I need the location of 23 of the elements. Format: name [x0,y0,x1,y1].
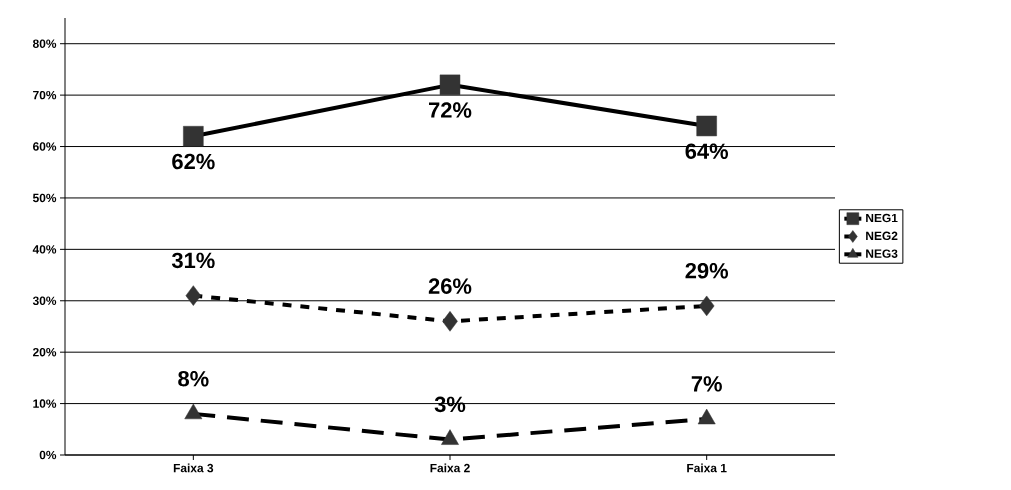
data-label: 29% [685,262,729,279]
y-tick-label: 50% [32,193,57,203]
data-label: 31% [171,252,215,269]
data-label: 72% [429,102,472,118]
y-tick-label: 40% [32,245,57,254]
y-tick-label: 60% [33,142,57,151]
y-tick-label: 30% [32,296,57,306]
data-label: 62% [172,153,215,170]
y-tick-label: 10% [33,399,57,408]
x-tick-label: Faixa 1 [687,463,727,473]
x-tick-label: Faixa 3 [173,463,214,473]
legend-label: NEG1 [866,213,898,223]
legend-label: NEG2 [866,231,898,241]
y-tick-label: 20% [32,347,57,357]
data-label: 64% [685,143,729,159]
legend-label: NEG3 [866,249,898,258]
data-label: 8% [178,370,209,387]
y-tick-label: 0% [39,450,57,460]
x-tick-label: Faixa 2 [430,463,470,473]
data-label: 26% [428,278,472,294]
y-tick-label: 70% [33,90,57,100]
data-label: 7% [691,376,722,392]
y-tick-label: 80% [32,39,57,48]
